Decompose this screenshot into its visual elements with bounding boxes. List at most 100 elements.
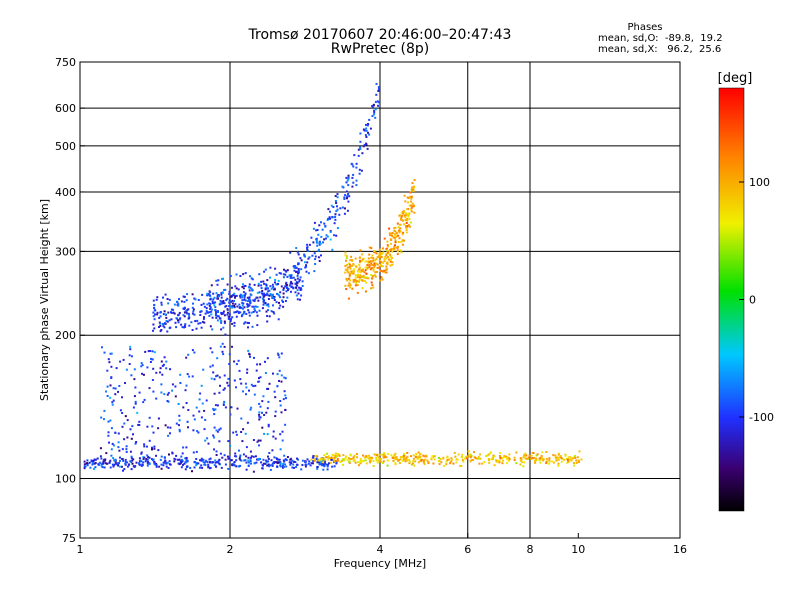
data-point xyxy=(268,315,271,318)
data-point xyxy=(160,467,163,470)
data-point xyxy=(244,382,247,385)
data-point xyxy=(94,458,97,461)
data-point xyxy=(260,284,263,287)
data-point xyxy=(335,202,338,204)
data-point xyxy=(333,216,336,219)
data-point xyxy=(262,462,265,465)
data-point xyxy=(464,457,466,460)
data-point xyxy=(365,290,367,293)
y-tick-label: 750 xyxy=(55,56,76,69)
data-point xyxy=(200,326,203,329)
data-point xyxy=(227,315,230,318)
data-point xyxy=(272,430,275,433)
data-point xyxy=(258,411,261,414)
data-point xyxy=(123,438,126,441)
data-point xyxy=(282,300,284,303)
data-point xyxy=(539,461,542,464)
data-point xyxy=(203,428,206,431)
data-point xyxy=(202,368,205,371)
data-point xyxy=(406,451,409,454)
data-point xyxy=(401,233,404,236)
data-point xyxy=(486,454,489,457)
data-point xyxy=(270,310,273,313)
data-point xyxy=(265,461,268,464)
data-point xyxy=(359,271,362,274)
data-point xyxy=(223,314,226,317)
data-point xyxy=(224,305,227,308)
data-point xyxy=(378,456,380,459)
data-point xyxy=(352,271,354,274)
data-point xyxy=(284,394,287,397)
data-point xyxy=(152,315,155,318)
data-point xyxy=(322,468,325,471)
data-point xyxy=(312,241,315,244)
data-point xyxy=(193,313,196,316)
data-point xyxy=(489,452,492,455)
data-point xyxy=(214,459,217,462)
data-point xyxy=(249,450,252,453)
data-point xyxy=(188,324,191,327)
data-point xyxy=(286,289,289,292)
data-point xyxy=(533,459,536,462)
data-point xyxy=(260,461,263,464)
data-point xyxy=(217,279,220,282)
data-point xyxy=(155,397,158,400)
data-point xyxy=(131,425,134,428)
data-point xyxy=(250,406,253,409)
data-point xyxy=(381,270,384,273)
data-point xyxy=(315,229,318,232)
data-point xyxy=(519,459,522,462)
data-point xyxy=(182,295,185,298)
data-point xyxy=(205,309,208,312)
data-point xyxy=(269,464,272,467)
data-point xyxy=(231,322,234,325)
data-point xyxy=(101,466,104,469)
data-point xyxy=(261,292,264,295)
data-point xyxy=(460,456,463,459)
data-point xyxy=(201,293,204,296)
data-point xyxy=(406,208,409,211)
data-point xyxy=(281,465,284,468)
data-point xyxy=(153,463,156,466)
data-point xyxy=(241,307,244,310)
data-point xyxy=(241,301,243,304)
data-point xyxy=(402,231,405,234)
data-point xyxy=(380,453,383,456)
data-point xyxy=(430,457,433,460)
data-point xyxy=(363,456,366,459)
data-point xyxy=(188,375,191,378)
data-point xyxy=(83,467,86,470)
data-point xyxy=(122,469,124,472)
data-point xyxy=(208,461,211,464)
data-point xyxy=(218,317,221,320)
data-point xyxy=(286,456,289,458)
data-point xyxy=(264,360,266,363)
data-point xyxy=(153,309,156,312)
data-point xyxy=(257,284,260,287)
data-point xyxy=(371,264,374,267)
data-point xyxy=(272,311,275,314)
data-point xyxy=(355,162,358,165)
data-point xyxy=(314,255,317,258)
data-point xyxy=(142,458,145,460)
data-point xyxy=(251,305,254,308)
data-point xyxy=(388,232,391,235)
data-point xyxy=(343,196,346,199)
data-point xyxy=(166,461,169,464)
data-point xyxy=(353,454,356,457)
data-point xyxy=(367,123,370,125)
data-point xyxy=(185,299,188,302)
data-point xyxy=(108,361,111,364)
data-point xyxy=(329,217,331,220)
data-point xyxy=(281,430,284,433)
data-point xyxy=(398,229,401,232)
data-point xyxy=(383,454,386,457)
data-point xyxy=(220,311,223,314)
data-point xyxy=(151,379,154,381)
data-point xyxy=(172,311,175,314)
data-point xyxy=(536,453,539,456)
data-point xyxy=(234,296,236,299)
data-point xyxy=(533,456,536,459)
data-point xyxy=(346,270,349,273)
data-point xyxy=(410,455,412,458)
